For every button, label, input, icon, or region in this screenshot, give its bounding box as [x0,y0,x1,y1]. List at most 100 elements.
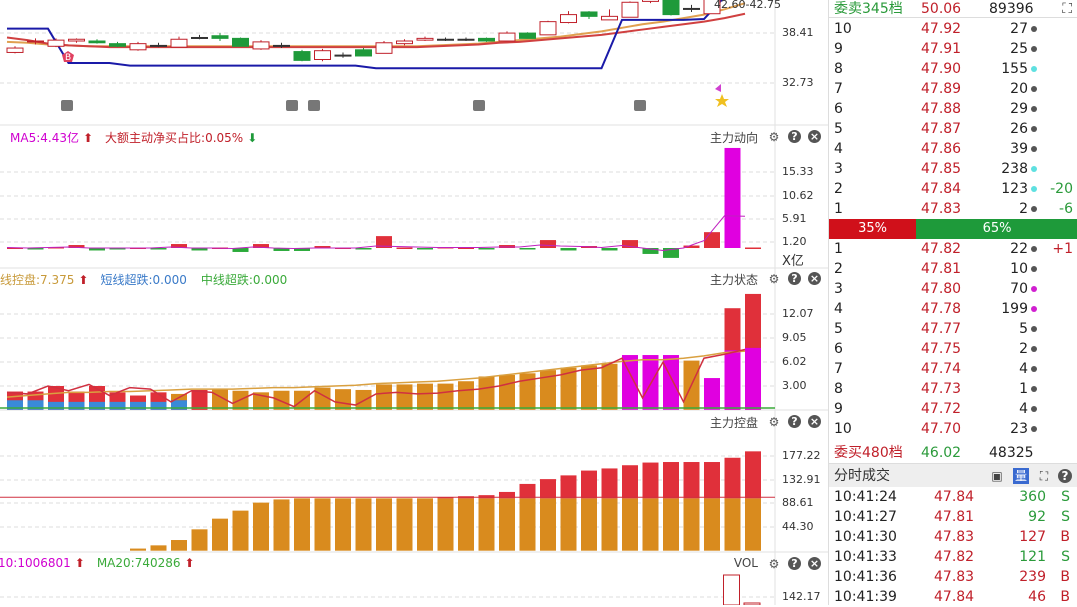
candle [683,7,700,10]
ask-row[interactable]: 4 47.86 39 [829,139,1077,159]
quantity: 2 [1019,201,1028,217]
ask-row[interactable]: 3 47.85 238 [829,159,1077,179]
trade-qty: 92 [1028,509,1046,525]
ask-row[interactable]: 8 47.90 155 [829,59,1077,79]
quantity: 123 [1001,181,1028,197]
net-flow-bar [191,248,208,251]
control-bar-base [417,498,433,551]
help-icon[interactable]: ? [788,130,801,143]
level: 10 [834,21,852,37]
candle [642,0,659,2]
price: 47.81 [921,261,962,277]
chart-area[interactable]: B 38.41 32.73 42.60-42.75 MA5:4.43亿 ⬆ 大额主动… [0,0,828,605]
ask-row[interactable]: 9 47.91 25 [829,39,1077,59]
volume-toggle-button[interactable]: 量 [1013,468,1029,484]
close-icon[interactable]: × [808,557,821,570]
panel-controls: ⚙? × [766,414,824,430]
expand-icon[interactable]: ⛶ [1062,1,1072,17]
y-tick: 177.22 [782,449,821,462]
gear-icon[interactable]: ⚙ [768,557,780,571]
net-flow-bar [683,245,700,248]
trade-time: 10:41:30 [834,529,897,545]
candle [314,50,331,60]
candle [457,38,475,41]
chart-canvas[interactable]: B [0,0,828,605]
trade-qty: 121 [1019,549,1046,565]
bid-row[interactable]: 1 47.82 22 +1 [829,239,1077,259]
control-bar-base [150,545,167,551]
gear-icon[interactable]: ⚙ [768,272,780,286]
bid-row[interactable]: 4 47.78 199 [829,299,1077,319]
control-bar [519,373,536,410]
y-tick: 3.00 [782,379,807,392]
control-bar [273,390,290,410]
trade-price: 47.84 [934,489,975,505]
ask-row[interactable]: 5 47.87 26 [829,119,1077,139]
quantity: 10 [1010,261,1028,277]
price: 47.73 [921,381,962,397]
close-icon[interactable]: × [808,272,821,285]
level: 3 [834,281,843,297]
control-bar-top [642,462,659,499]
close-icon[interactable]: × [808,415,821,428]
ask-row[interactable]: 7 47.89 20 [829,79,1077,99]
ask-row[interactable]: 1 47.83 2 -6 [829,199,1077,219]
bid-row[interactable]: 6 47.75 2 [829,339,1077,359]
control-bar [540,370,556,410]
help-icon[interactable]: ? [788,272,801,285]
gear-icon[interactable]: ⚙ [768,415,780,429]
quantity: 29 [1010,101,1028,117]
quantity: 26 [1010,121,1028,137]
control-bar-base [540,498,556,551]
gear-icon[interactable]: ⚙ [768,130,780,144]
help-icon[interactable]: ? [1058,469,1072,483]
expand-icon[interactable]: ⛶ [1039,469,1049,483]
trade-side: S [1061,549,1070,565]
control-bar-base [212,518,228,551]
bid-row[interactable]: 2 47.81 10 [829,259,1077,279]
sell-summary-label: 委卖345档 [834,1,903,17]
ask-row[interactable]: 6 47.88 29 [829,99,1077,119]
order-dot-icon [1031,46,1037,52]
quantity: 25 [1010,41,1028,57]
control-bar-base [335,498,351,551]
level: 4 [834,301,843,317]
bid-row[interactable]: 10 47.70 23 [829,419,1077,439]
control-bar-top [519,483,536,499]
y-tick: 6.02 [782,355,807,368]
bid-row[interactable]: 3 47.80 70 [829,279,1077,299]
volume-bar [723,574,740,605]
short-bar [68,401,85,410]
arrow-up-icon: ⬆ [74,556,85,570]
ask-row[interactable]: 10 47.92 27 [829,19,1077,39]
short-bar [130,401,146,410]
candle [27,40,44,43]
net-flow-bar [89,248,105,251]
net-flow-bar [458,247,474,250]
order-dot-icon [1031,106,1037,112]
candle [396,40,413,45]
strength-bar [191,389,208,410]
help-icon[interactable]: ? [788,415,801,428]
price: 47.77 [921,321,962,337]
lock-icon[interactable]: ▣ [991,469,1003,483]
y-tick: 142.17 [782,590,821,603]
buy-signal-icon [62,51,74,62]
trade-side: B [1060,569,1070,585]
close-icon[interactable]: × [808,130,821,143]
net-flow-bar [7,247,23,250]
candle [580,11,598,17]
net-flow-bar [150,248,167,250]
trades-title: 分时成交 [834,468,890,484]
buy-ratio: 35% [829,219,917,239]
bid-row[interactable]: 5 47.77 5 [829,319,1077,339]
level: 2 [834,181,843,197]
quantity: 39 [1010,141,1028,157]
buy-summary-qty: 48325 [989,445,1034,461]
bid-row[interactable]: 9 47.72 4 [829,399,1077,419]
help-icon[interactable]: ? [788,557,801,570]
bid-row[interactable]: 7 47.74 4 [829,359,1077,379]
net-flow-bar [724,147,741,248]
bid-row[interactable]: 8 47.73 1 [829,379,1077,399]
ask-row[interactable]: 2 47.84 123 -20 [829,179,1077,199]
